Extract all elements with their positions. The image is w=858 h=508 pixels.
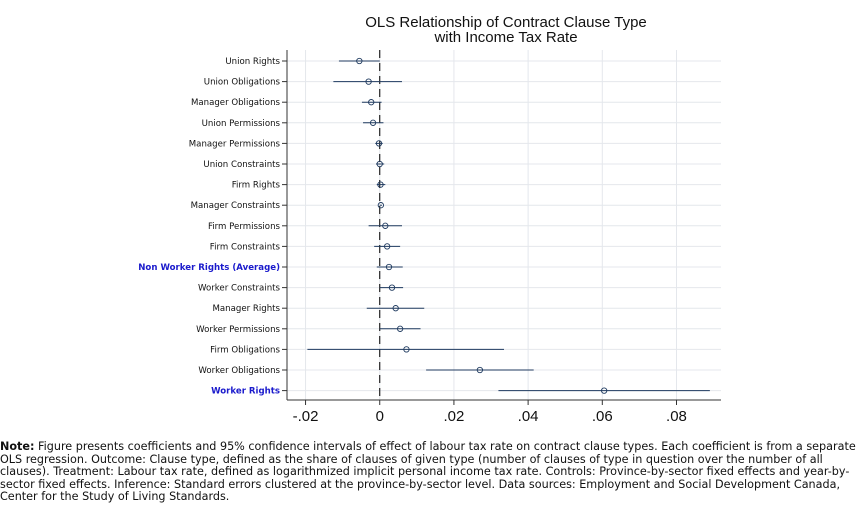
x-tick-label-0: -.02 — [293, 408, 319, 425]
category-label-12: Manager Rights — [212, 304, 280, 314]
coefficient-point-16 — [601, 387, 608, 394]
coefficient-point-2 — [368, 99, 375, 106]
category-label-8: Firm Permissions — [208, 222, 281, 232]
x-tick-label-5: .08 — [666, 408, 687, 425]
coefficient-point-15 — [476, 366, 484, 374]
coefficient-plot: OLS Relationship of Contract Clause Type… — [138, 14, 721, 425]
coefficient-point-9 — [384, 243, 391, 250]
coefficient-point-8 — [382, 222, 389, 229]
coefficient-point-0 — [356, 57, 363, 65]
category-label-15: Worker Obligations — [198, 366, 280, 376]
category-label-4: Manager Permissions — [189, 139, 281, 149]
coefficient-point-12 — [392, 305, 399, 312]
category-label-3: Union Permissions — [202, 119, 281, 129]
category-label-14: Firm Obligations — [210, 345, 280, 355]
note-label: Note: — [0, 440, 35, 453]
category-label-0: Union Rights — [225, 57, 280, 67]
coefficient-point-6 — [377, 181, 384, 188]
category-label-6: Firm Rights — [232, 181, 281, 191]
category-label-16: Worker Rights — [211, 387, 280, 397]
chart-title-line-2: with Income Tax Rate — [433, 29, 577, 46]
plot-background — [287, 50, 721, 400]
category-label-9: Firm Constraints — [210, 242, 281, 252]
note-text: Figure presents coefficients and 95% con… — [0, 440, 856, 503]
chart-title-line-1: OLS Relationship of Contract Clause Type — [365, 14, 647, 31]
coefficient-point-7 — [377, 202, 384, 209]
category-label-7: Manager Constraints — [191, 201, 281, 211]
category-label-13: Worker Permissions — [196, 325, 280, 335]
x-tick-label-1: 0 — [376, 408, 384, 425]
coefficient-point-14 — [403, 346, 410, 353]
figure-note: Note: Figure presents coefficients and 9… — [0, 440, 856, 504]
x-tick-label-3: .04 — [518, 408, 539, 425]
category-label-10: Non Worker Rights (Average) — [138, 263, 280, 273]
coefficient-point-1 — [365, 78, 372, 85]
plot-area: -.02 0 .02 .04 .06 .08 Union Rights Union Oblig… — [138, 50, 721, 425]
category-label-1: Union Obligations — [204, 78, 281, 88]
category-label-5: Union Constraints — [203, 160, 280, 170]
coefficient-point-3 — [369, 119, 377, 126]
category-label-11: Worker Constraints — [198, 284, 281, 294]
category-label-2: Manager Obligations — [191, 98, 281, 108]
coefficient-point-11 — [388, 284, 396, 291]
coefficient-point-13 — [396, 325, 404, 332]
coefficient-point-4 — [375, 140, 383, 147]
x-tick-label-2: .02 — [443, 408, 464, 425]
x-tick-label-4: .06 — [592, 408, 613, 425]
coefficient-point-10 — [385, 263, 393, 271]
coefficient-point-5 — [376, 160, 383, 168]
